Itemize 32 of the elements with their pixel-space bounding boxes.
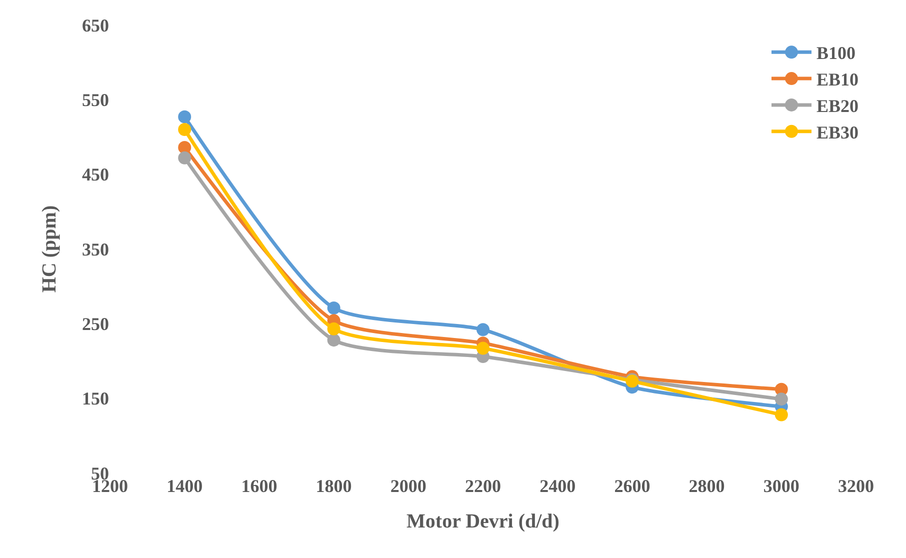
y-tick-label: 450: [82, 164, 109, 185]
x-tick-label: 3000: [763, 476, 800, 496]
x-axis-title: Motor Devri (d/d): [406, 510, 560, 532]
x-tick-label: 1800: [316, 476, 352, 496]
x-tick-label: 3200: [838, 476, 874, 496]
x-tick-label: 2000: [390, 476, 426, 496]
x-tick-label: 1400: [166, 476, 203, 496]
point: [327, 334, 340, 347]
y-tick-label: 250: [82, 314, 109, 334]
x-tick-label: 2600: [614, 476, 650, 496]
point: [178, 123, 192, 136]
point: [178, 151, 192, 164]
point: [476, 342, 490, 355]
legend-label: EB30: [816, 122, 858, 142]
x-tick-label: 2800: [688, 476, 725, 496]
y-tick-label: 150: [82, 388, 109, 409]
point: [774, 392, 788, 406]
point: [476, 323, 490, 336]
legend-label: EB10: [816, 70, 858, 90]
x-tick-label: 1600: [241, 476, 278, 496]
y-tick-label: 650: [82, 15, 109, 36]
x-tick-label: 2200: [465, 476, 501, 496]
y-axis-title: HC (ppm): [38, 205, 60, 293]
point: [327, 322, 340, 336]
legend-label: EB20: [816, 96, 858, 116]
point: [774, 408, 788, 422]
y-tick-label: 550: [82, 90, 109, 110]
legend-label: B100: [816, 43, 856, 64]
x-tick-label: 2400: [540, 476, 576, 496]
y-tick-label: 350: [82, 239, 109, 260]
point: [178, 110, 192, 124]
point: [327, 301, 340, 314]
